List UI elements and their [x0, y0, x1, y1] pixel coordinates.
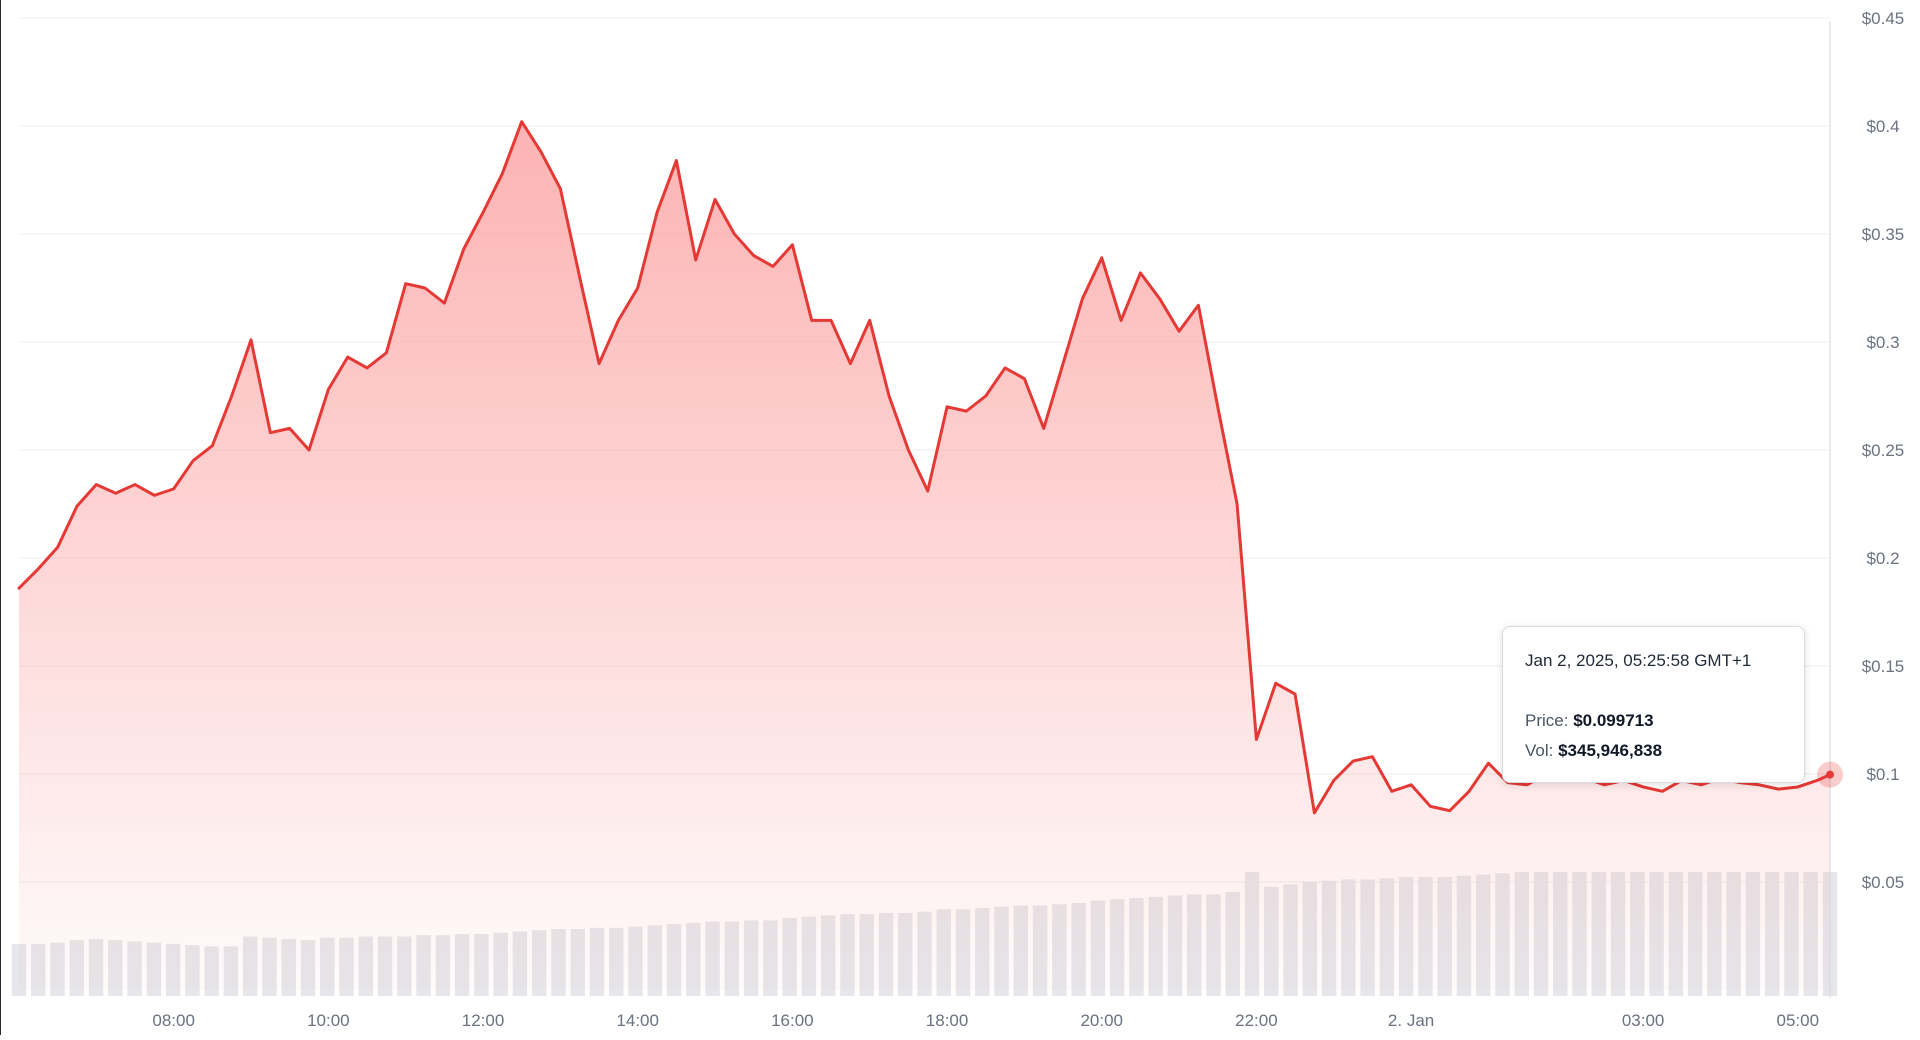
y-axis-ticks: $0.45 $0.4 $0.35 $0.3 $0.25 $0.2 $0.15 $0.1 $0.0… [1862, 9, 1905, 892]
price-area [19, 121, 1830, 991]
y-tick-label: $0.2 [1866, 549, 1899, 568]
tooltip-price-label: Price: [1525, 711, 1569, 730]
hover-marker [1817, 761, 1843, 788]
price-tooltip: Jan 2, 2025, 05:25:58 GMT+1 Price: $0.09… [1502, 626, 1805, 783]
x-tick-label: 10:00 [307, 1011, 350, 1030]
tooltip-price-row: Price: $0.099713 [1525, 706, 1782, 736]
y-tick-label: $0.1 [1866, 765, 1899, 784]
x-tick-label: 20:00 [1080, 1011, 1123, 1030]
y-tick-label: $0.45 [1862, 9, 1905, 28]
x-tick-label: 03:00 [1622, 1011, 1665, 1030]
y-tick-label: $0.3 [1866, 333, 1899, 352]
tooltip-volume-row: Vol: $345,946,838 [1525, 736, 1782, 766]
price-area-fill [19, 121, 1830, 991]
x-tick-label: 12:00 [462, 1011, 505, 1030]
y-tick-label: $0.15 [1862, 657, 1905, 676]
tooltip-volume-label: Vol: [1525, 741, 1554, 760]
y-tick-label: $0.05 [1862, 873, 1905, 892]
y-tick-label: $0.4 [1866, 117, 1899, 136]
y-tick-label: $0.35 [1862, 225, 1905, 244]
tooltip-price-value: $0.099713 [1573, 711, 1654, 730]
x-tick-label: 14:00 [616, 1011, 659, 1030]
x-tick-label: 22:00 [1235, 1011, 1278, 1030]
x-tick-label: 2. Jan [1388, 1011, 1434, 1030]
hover-marker-dot [1826, 770, 1834, 779]
x-axis-ticks: 08:00 10:00 12:00 14:00 16:00 18:00 20:00 22:00… [152, 1011, 1819, 1030]
tooltip-timestamp: Jan 2, 2025, 05:25:58 GMT+1 [1525, 651, 1752, 670]
x-tick-label: 08:00 [152, 1011, 195, 1030]
tooltip-volume-value: $345,946,838 [1558, 741, 1663, 760]
x-tick-label: 16:00 [771, 1011, 814, 1030]
x-tick-label: 18:00 [926, 1011, 969, 1030]
x-tick-label: 05:00 [1777, 1011, 1820, 1030]
y-tick-label: $0.25 [1862, 441, 1905, 460]
